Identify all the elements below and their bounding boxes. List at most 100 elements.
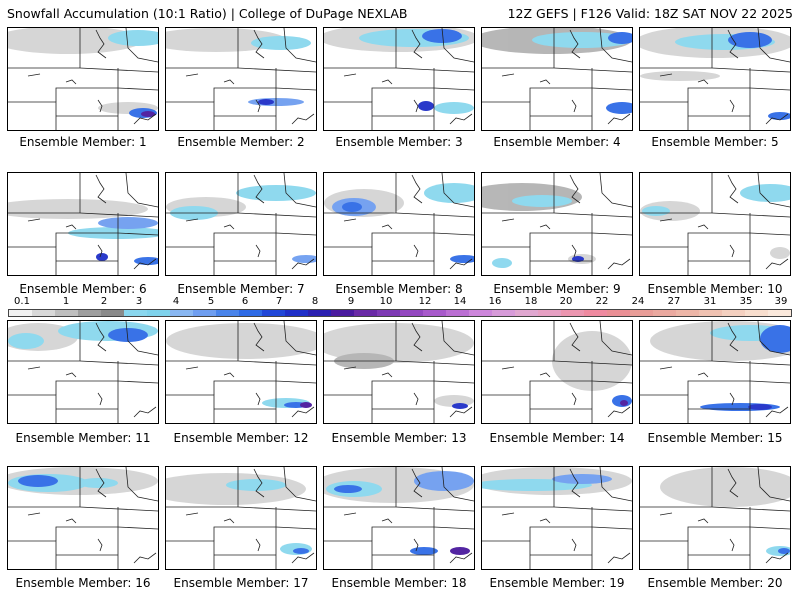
ensemble-map-panel — [165, 466, 317, 570]
ensemble-map-panel — [323, 172, 475, 276]
ensemble-map-panel — [639, 172, 791, 276]
ensemble-map-panel — [323, 27, 475, 131]
scale-swatch — [538, 310, 561, 316]
snowfall-map — [324, 467, 474, 569]
scale-swatch — [193, 310, 216, 316]
ensemble-member-label: Ensemble Member: 6 — [19, 282, 147, 296]
scale-tick-label: 16 — [488, 296, 502, 307]
snowfall-map — [166, 467, 316, 569]
scale-tick-label: 10 — [379, 296, 393, 307]
state-borders — [640, 467, 790, 569]
scale-tick-label: 6 — [241, 296, 249, 307]
state-borders — [640, 28, 790, 130]
state-borders — [482, 28, 632, 130]
snowfall-map — [324, 173, 474, 275]
scale-swatch — [446, 310, 469, 316]
snowfall-map — [482, 467, 632, 569]
ensemble-member-label: Ensemble Member: 19 — [489, 576, 625, 590]
ensemble-member-label: Ensemble Member: 11 — [15, 431, 151, 445]
state-borders — [324, 321, 474, 423]
scale-tick-label: 2 — [100, 296, 108, 307]
ensemble-map-panel — [165, 172, 317, 276]
state-borders — [166, 321, 316, 423]
scale-tick-label: 14 — [453, 296, 467, 307]
state-borders — [482, 173, 632, 275]
scale-tick-label: 5 — [207, 296, 215, 307]
state-borders — [166, 28, 316, 130]
scale-tick-label: 9 — [347, 296, 355, 307]
ensemble-map-panel — [323, 466, 475, 570]
scale-swatch — [170, 310, 193, 316]
ensemble-member-label: Ensemble Member: 7 — [177, 282, 305, 296]
scale-swatch — [745, 310, 768, 316]
scale-swatch — [331, 310, 354, 316]
snowfall-map — [640, 28, 790, 130]
snowfall-map — [482, 28, 632, 130]
ensemble-map-panel — [481, 466, 633, 570]
state-borders — [482, 321, 632, 423]
state-borders — [8, 321, 158, 423]
state-borders — [8, 467, 158, 569]
scale-swatch — [9, 310, 32, 316]
ensemble-member-label: Ensemble Member: 18 — [331, 576, 467, 590]
scale-swatch — [722, 310, 745, 316]
scale-swatch — [676, 310, 699, 316]
scale-swatch — [469, 310, 492, 316]
ensemble-map-panel — [481, 27, 633, 131]
state-borders — [640, 321, 790, 423]
ensemble-member-label: Ensemble Member: 15 — [647, 431, 783, 445]
scale-swatch — [147, 310, 170, 316]
ensemble-map-panel — [7, 320, 159, 424]
scale-swatch — [607, 310, 630, 316]
scale-swatch — [354, 310, 377, 316]
snowfall-map — [324, 321, 474, 423]
scale-swatch — [584, 310, 607, 316]
scale-tick-label: 24 — [631, 296, 645, 307]
scale-tick-label: 12 — [418, 296, 432, 307]
scale-swatch — [32, 310, 55, 316]
state-borders — [8, 28, 158, 130]
scale-swatch — [768, 310, 791, 316]
ensemble-member-label: Ensemble Member: 5 — [651, 135, 779, 149]
scale-swatch — [561, 310, 584, 316]
state-borders — [166, 173, 316, 275]
state-borders — [324, 467, 474, 569]
scale-tick-label: 4 — [172, 296, 180, 307]
scale-tick-label: 8 — [311, 296, 319, 307]
scale-swatch — [124, 310, 147, 316]
state-borders — [640, 173, 790, 275]
scale-swatch — [78, 310, 101, 316]
snowfall-map — [8, 467, 158, 569]
map-title: Snowfall Accumulation (10:1 Ratio) | Col… — [7, 6, 408, 21]
ensemble-map-panel — [639, 466, 791, 570]
ensemble-member-label: Ensemble Member: 13 — [331, 431, 467, 445]
scale-swatch — [262, 310, 285, 316]
snowfall-map — [482, 173, 632, 275]
snowfall-map — [640, 321, 790, 423]
ensemble-member-label: Ensemble Member: 3 — [335, 135, 463, 149]
ensemble-map-panel — [323, 320, 475, 424]
ensemble-map-panel — [7, 172, 159, 276]
ensemble-member-label: Ensemble Member: 17 — [173, 576, 309, 590]
snowfall-map — [482, 321, 632, 423]
ensemble-member-label: Ensemble Member: 16 — [15, 576, 151, 590]
state-borders — [324, 173, 474, 275]
ensemble-member-label: Ensemble Member: 20 — [647, 576, 783, 590]
scale-tick-label: 27 — [667, 296, 681, 307]
scale-swatch — [630, 310, 653, 316]
snowfall-map — [8, 173, 158, 275]
snowfall-map — [166, 321, 316, 423]
ensemble-map-panel — [481, 172, 633, 276]
snowfall-map — [166, 28, 316, 130]
scale-swatch — [308, 310, 331, 316]
ensemble-map-panel — [639, 320, 791, 424]
ensemble-member-label: Ensemble Member: 1 — [19, 135, 147, 149]
state-borders — [8, 173, 158, 275]
ensemble-member-label: Ensemble Member: 14 — [489, 431, 625, 445]
scale-tick-label: 7 — [275, 296, 283, 307]
state-borders — [166, 467, 316, 569]
ensemble-member-label: Ensemble Member: 2 — [177, 135, 305, 149]
ensemble-map-panel — [481, 320, 633, 424]
ensemble-member-label: Ensemble Member: 12 — [173, 431, 309, 445]
model-valid-time: 12Z GEFS | F126 Valid: 18Z SAT NOV 22 20… — [507, 6, 793, 21]
